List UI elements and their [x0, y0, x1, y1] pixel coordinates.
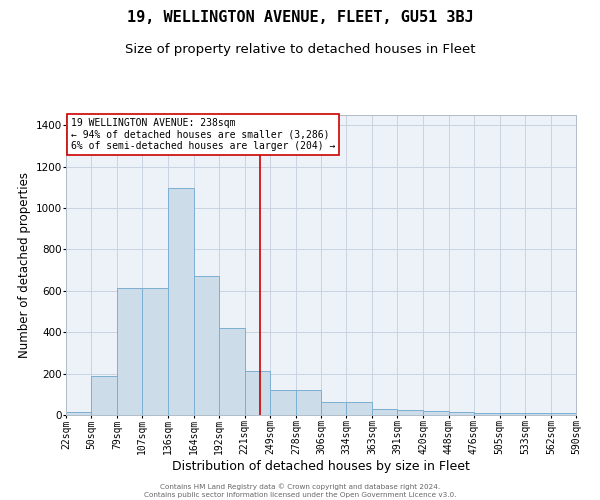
Y-axis label: Number of detached properties: Number of detached properties	[19, 172, 31, 358]
Text: 19 WELLINGTON AVENUE: 238sqm
← 94% of detached houses are smaller (3,286)
6% of : 19 WELLINGTON AVENUE: 238sqm ← 94% of de…	[71, 118, 335, 151]
Text: Size of property relative to detached houses in Fleet: Size of property relative to detached ho…	[125, 42, 475, 56]
Bar	[473, 412, 500, 415]
Bar	[270, 390, 296, 415]
Bar	[551, 414, 576, 415]
Bar	[449, 412, 473, 415]
X-axis label: Distribution of detached houses by size in Fleet: Distribution of detached houses by size …	[172, 460, 470, 473]
Bar	[424, 412, 449, 415]
Bar	[169, 188, 193, 415]
Bar	[117, 288, 142, 415]
Bar	[193, 276, 218, 415]
Text: Contains HM Land Registry data © Crown copyright and database right 2024.
Contai: Contains HM Land Registry data © Crown c…	[144, 484, 456, 498]
Bar	[397, 410, 424, 415]
Bar	[218, 328, 245, 415]
Bar	[245, 371, 270, 415]
Bar	[525, 413, 551, 415]
Bar	[372, 410, 397, 415]
Bar	[346, 402, 372, 415]
Text: 19, WELLINGTON AVENUE, FLEET, GU51 3BJ: 19, WELLINGTON AVENUE, FLEET, GU51 3BJ	[127, 10, 473, 25]
Bar	[66, 412, 91, 415]
Bar	[500, 412, 525, 415]
Bar	[296, 390, 321, 415]
Bar	[321, 402, 346, 415]
Bar	[91, 376, 117, 415]
Bar	[142, 288, 169, 415]
